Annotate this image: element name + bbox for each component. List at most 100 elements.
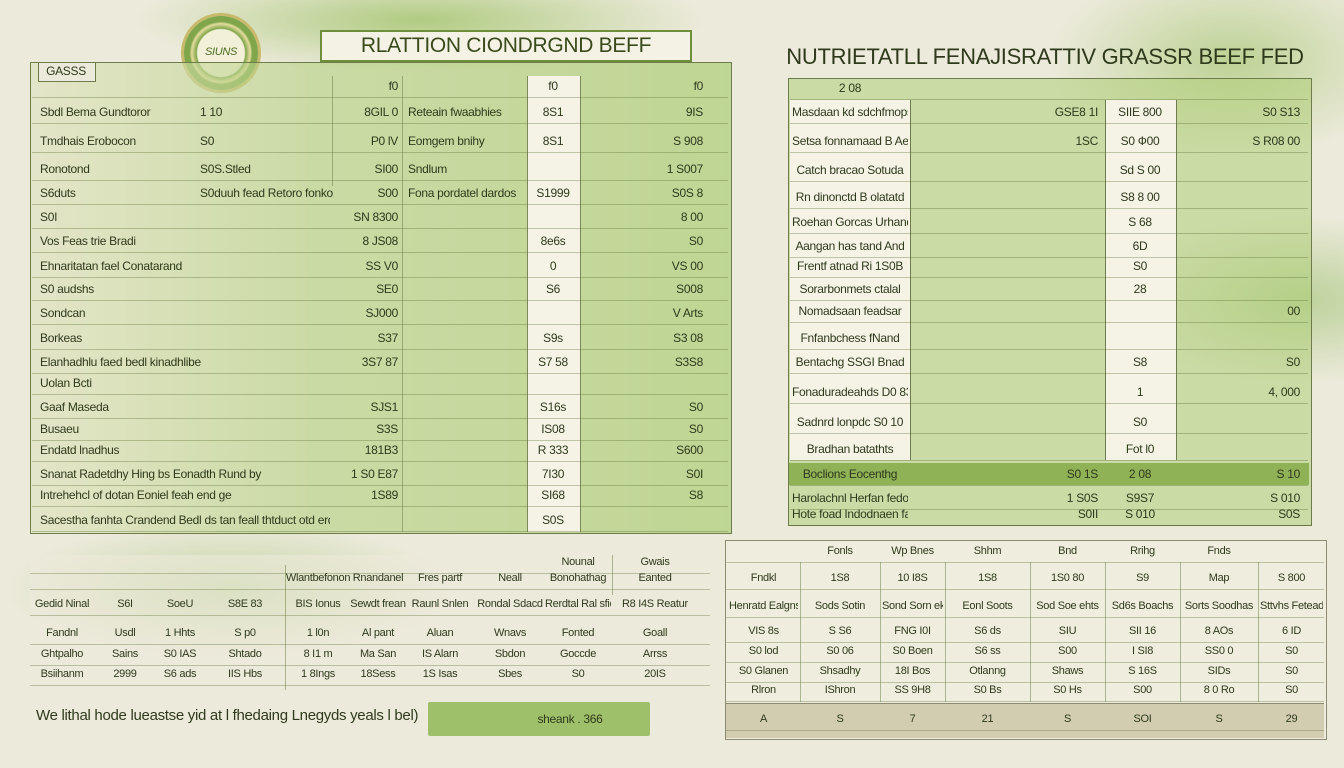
column-divider	[285, 565, 286, 690]
table-cell: S	[1063, 713, 1072, 725]
row-line	[790, 277, 1308, 278]
table-cell: S6I	[117, 598, 133, 610]
table-cell: 1 S0S	[1066, 491, 1098, 505]
row-line	[790, 208, 1308, 209]
table-cell: S 10	[1276, 467, 1301, 481]
table-cell: GSE8 1I	[1054, 105, 1098, 119]
table-cell: Gwais	[640, 556, 670, 568]
table-cell: S3 08	[673, 331, 703, 345]
column-divider	[800, 562, 801, 702]
table-cell: Arrss	[642, 648, 668, 660]
table-cell: S0	[1132, 259, 1148, 273]
row-line	[726, 589, 1324, 590]
table-cell: Sttvhs Feteadts	[1260, 600, 1323, 612]
table-cell: SN 8300	[353, 210, 398, 224]
table-cell: S8	[688, 488, 703, 502]
table-cell: 21	[981, 713, 994, 725]
table-cell: Al pant	[361, 627, 395, 639]
column-divider	[1258, 562, 1259, 702]
table-cell: 1 8Ings	[301, 668, 335, 680]
row-line	[790, 373, 1308, 374]
footer-badge: sheank . 366	[537, 712, 603, 726]
table-cell: 8S1	[542, 105, 564, 119]
table-cell: S0II	[1077, 507, 1098, 521]
row-line	[726, 730, 1324, 731]
row-line	[726, 701, 1324, 702]
table-cell: S 68	[1128, 215, 1152, 229]
column-divider	[402, 76, 403, 532]
table-cell: S0 IAS	[163, 648, 197, 660]
table-cell: Boclions Eocenthg	[802, 467, 898, 481]
table-cell: S	[1215, 713, 1223, 725]
row-line	[790, 349, 1308, 350]
table-cell: Aluan	[426, 627, 454, 639]
table-cell: S0	[200, 134, 215, 148]
row-line	[726, 682, 1324, 683]
column-divider	[1030, 562, 1031, 702]
table-cell: Raunl Snlen	[411, 598, 469, 610]
table-cell: Shtado	[228, 648, 262, 660]
table-cell: S0	[1285, 684, 1298, 696]
table-cell: Sorarbonmets ctalal	[799, 282, 901, 296]
table-cell: A	[759, 713, 768, 725]
table-cell: 8e6s	[540, 234, 566, 248]
table-cell: SIU	[1058, 625, 1077, 637]
table-cell: SI68	[541, 488, 565, 502]
table-cell: S0I	[685, 467, 703, 481]
table-cell: Gedid Ninal	[34, 598, 90, 610]
table-cell: Nounal	[561, 556, 595, 568]
table-cell: S0 Hs	[1053, 684, 1082, 696]
row-line	[32, 373, 728, 374]
table-cell: Catch bracao Sotuda	[796, 163, 904, 177]
table-cell: Fonted	[561, 627, 595, 639]
table-cell: SOI	[1133, 713, 1152, 725]
table-cell: 1S0 80	[1050, 572, 1085, 584]
row-line	[726, 662, 1324, 663]
table-cell: IS08	[541, 422, 565, 436]
table-cell: Bentachg SSGI Bnad	[795, 355, 905, 369]
table-cell: Bsiihanm	[40, 668, 84, 680]
table-cell: Snanat Radetdhy Hing bs Eonadth Rund by	[40, 467, 262, 481]
table-cell: 2999	[113, 668, 137, 680]
row-line	[726, 642, 1324, 643]
column-divider	[612, 555, 613, 595]
table-cell: IIS Hbs	[228, 668, 262, 680]
table-cell: Sewdt frean	[350, 598, 406, 610]
table-cell: S9S7	[1125, 491, 1155, 505]
table-cell: SJS1	[370, 400, 398, 414]
table-cell: IShron	[824, 684, 856, 696]
table-cell: 1SC	[1075, 134, 1098, 148]
table-cell: S0	[688, 422, 703, 436]
table-cell: Intrehehcl of dotan Eoniel feah end ge	[40, 488, 232, 502]
table-cell: S0 audshs	[40, 282, 95, 296]
table-cell: S00	[377, 186, 398, 200]
table-cell: 8S1	[542, 134, 564, 148]
row-line	[32, 418, 728, 419]
table-cell: 1S8	[978, 572, 997, 584]
table-cell: Fot l0	[1125, 442, 1155, 456]
table-cell: 6 ID	[1282, 625, 1301, 637]
table-cell: Fonls	[827, 545, 853, 557]
column-divider	[945, 562, 946, 702]
table-cell: Eonl Soots	[962, 600, 1013, 612]
row-line	[30, 685, 710, 686]
table-cell: Henratd Ealgns	[729, 600, 798, 612]
table-cell: Rondal Sdacd	[477, 598, 543, 610]
table-cell: S0 Boen	[892, 645, 933, 657]
table-cell: Wnavs	[493, 627, 527, 639]
table-cell: 2 08	[838, 81, 862, 95]
row-line	[32, 394, 728, 395]
table-cell: Ronotond	[40, 162, 90, 176]
table-cell: Ma San	[359, 648, 397, 660]
table-cell: S p0	[234, 627, 256, 639]
table-cell: S3S	[376, 422, 398, 436]
left-table-tag: GASSS	[46, 64, 86, 78]
table-cell: S 908	[673, 134, 703, 148]
table-cell: f0	[548, 79, 558, 93]
table-cell: S0S.Stled	[200, 162, 251, 176]
table-cell: 1S89	[371, 488, 398, 502]
table-cell: 6D	[1132, 239, 1148, 253]
row-line	[790, 257, 1308, 258]
row-line	[30, 665, 710, 666]
table-cell: Map	[1208, 572, 1230, 584]
